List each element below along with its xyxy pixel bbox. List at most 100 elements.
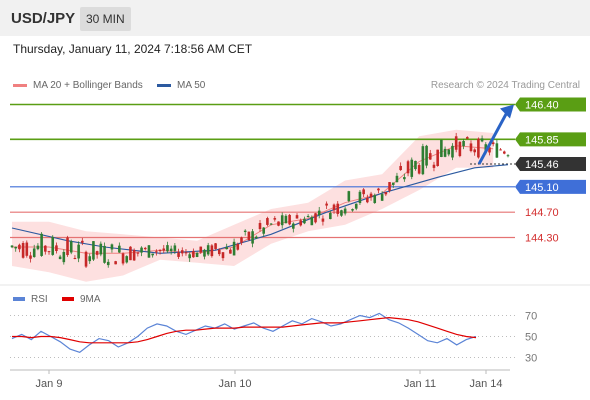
level-label-144.30: 144.30 <box>525 233 559 245</box>
candle-body <box>240 237 243 243</box>
candle-body <box>436 149 439 167</box>
candle-body <box>495 143 499 158</box>
candle-body <box>384 192 388 195</box>
candle-body <box>62 251 66 263</box>
level-label-145.46: 145.46 <box>525 159 559 171</box>
candle-body <box>273 218 277 220</box>
candle-body <box>143 247 147 250</box>
candle-body <box>499 149 502 151</box>
candle-body <box>125 256 129 263</box>
candle-body <box>162 248 166 251</box>
candle-body <box>192 251 195 258</box>
legend-bollinger: MA 20 + Bollinger Bands <box>13 80 143 91</box>
candle-body <box>306 215 310 218</box>
candle-body <box>136 252 140 254</box>
bollinger-swatch <box>13 83 27 87</box>
candle-body <box>106 261 110 266</box>
candle-body <box>44 245 47 252</box>
legend-ma50: MA 50 <box>157 80 205 91</box>
candle-body <box>488 147 491 153</box>
candle-body <box>58 256 62 260</box>
candle-body <box>395 175 399 183</box>
candle-body <box>288 214 291 225</box>
candle-body <box>277 221 280 226</box>
candle-body <box>314 213 317 223</box>
level-label-145.85: 145.85 <box>525 134 559 146</box>
candle-body <box>343 208 347 214</box>
series-rsi <box>11 312 477 353</box>
candle-body <box>95 251 99 255</box>
candle-body <box>155 251 158 253</box>
candle-body <box>51 236 55 255</box>
candle-body <box>443 148 447 157</box>
candle-body <box>458 141 462 157</box>
candle-body <box>77 244 80 259</box>
candle-body <box>388 182 391 191</box>
rsi-label: RSI <box>31 294 48 305</box>
rsi-ma-label: 9MA <box>80 294 101 305</box>
candle-body <box>354 203 358 209</box>
candle-body <box>129 246 132 261</box>
candle-body <box>502 151 506 154</box>
candle-body <box>351 209 354 211</box>
candle-body <box>40 233 43 256</box>
level-tag-145.46 <box>515 157 586 172</box>
candles-group <box>10 132 510 268</box>
candle-body <box>99 243 103 255</box>
timeframe-badge[interactable]: 30 MIN <box>80 7 131 31</box>
legend-rsi: RSI <box>13 294 48 305</box>
candle-body <box>214 243 217 249</box>
level-label-145.10: 145.10 <box>525 182 559 194</box>
level-label-144.70: 144.70 <box>525 207 559 219</box>
candle-body <box>366 197 369 203</box>
candle-body <box>403 177 406 180</box>
candle-body <box>410 159 414 177</box>
candle-body <box>169 248 173 252</box>
candle-body <box>151 253 154 256</box>
candle-body <box>310 217 314 226</box>
candle-body <box>332 204 336 211</box>
candle-body <box>247 231 251 241</box>
candle-body <box>295 215 299 219</box>
candle-body <box>347 191 351 202</box>
candle-body <box>203 249 206 257</box>
candle-body <box>280 215 284 226</box>
candle-body <box>158 249 162 252</box>
candle-body <box>236 243 240 250</box>
x-tick-label: Jan 9 <box>36 378 63 390</box>
series-9ma <box>12 316 477 344</box>
candle-body <box>121 253 125 264</box>
candle-body <box>340 210 343 216</box>
candle-body <box>369 193 373 198</box>
candle-body <box>66 237 69 256</box>
candle-body <box>217 249 221 255</box>
level-label-146.40: 146.40 <box>525 100 559 112</box>
candle-body <box>73 258 77 260</box>
forecast-arrow-head <box>500 104 514 119</box>
bollinger-band <box>12 129 494 282</box>
candle-body <box>373 195 377 204</box>
candle-body <box>81 240 84 243</box>
candle-body <box>21 242 25 258</box>
ma50-label: MA 50 <box>177 80 206 91</box>
candle-body <box>440 139 443 158</box>
candle-body <box>184 252 188 254</box>
candle-body <box>225 247 228 250</box>
candle-body <box>406 161 410 174</box>
rsi-swatch <box>13 297 25 302</box>
candle-body <box>399 165 402 171</box>
candle-body <box>84 251 88 267</box>
candle-body <box>199 246 203 253</box>
level-tag-146.40 <box>515 97 586 112</box>
rsi-tick-50: 50 <box>525 332 537 344</box>
x-tick-label: Jan 11 <box>404 378 436 390</box>
candle-body <box>232 241 236 256</box>
candle-body <box>391 182 395 185</box>
level-tag-145.10 <box>515 179 586 194</box>
candle-body <box>14 246 18 249</box>
candle-body <box>110 244 114 250</box>
candle-body <box>417 165 421 174</box>
header: USD/JPY 30 MIN <box>0 0 590 36</box>
candle-body <box>188 254 191 259</box>
